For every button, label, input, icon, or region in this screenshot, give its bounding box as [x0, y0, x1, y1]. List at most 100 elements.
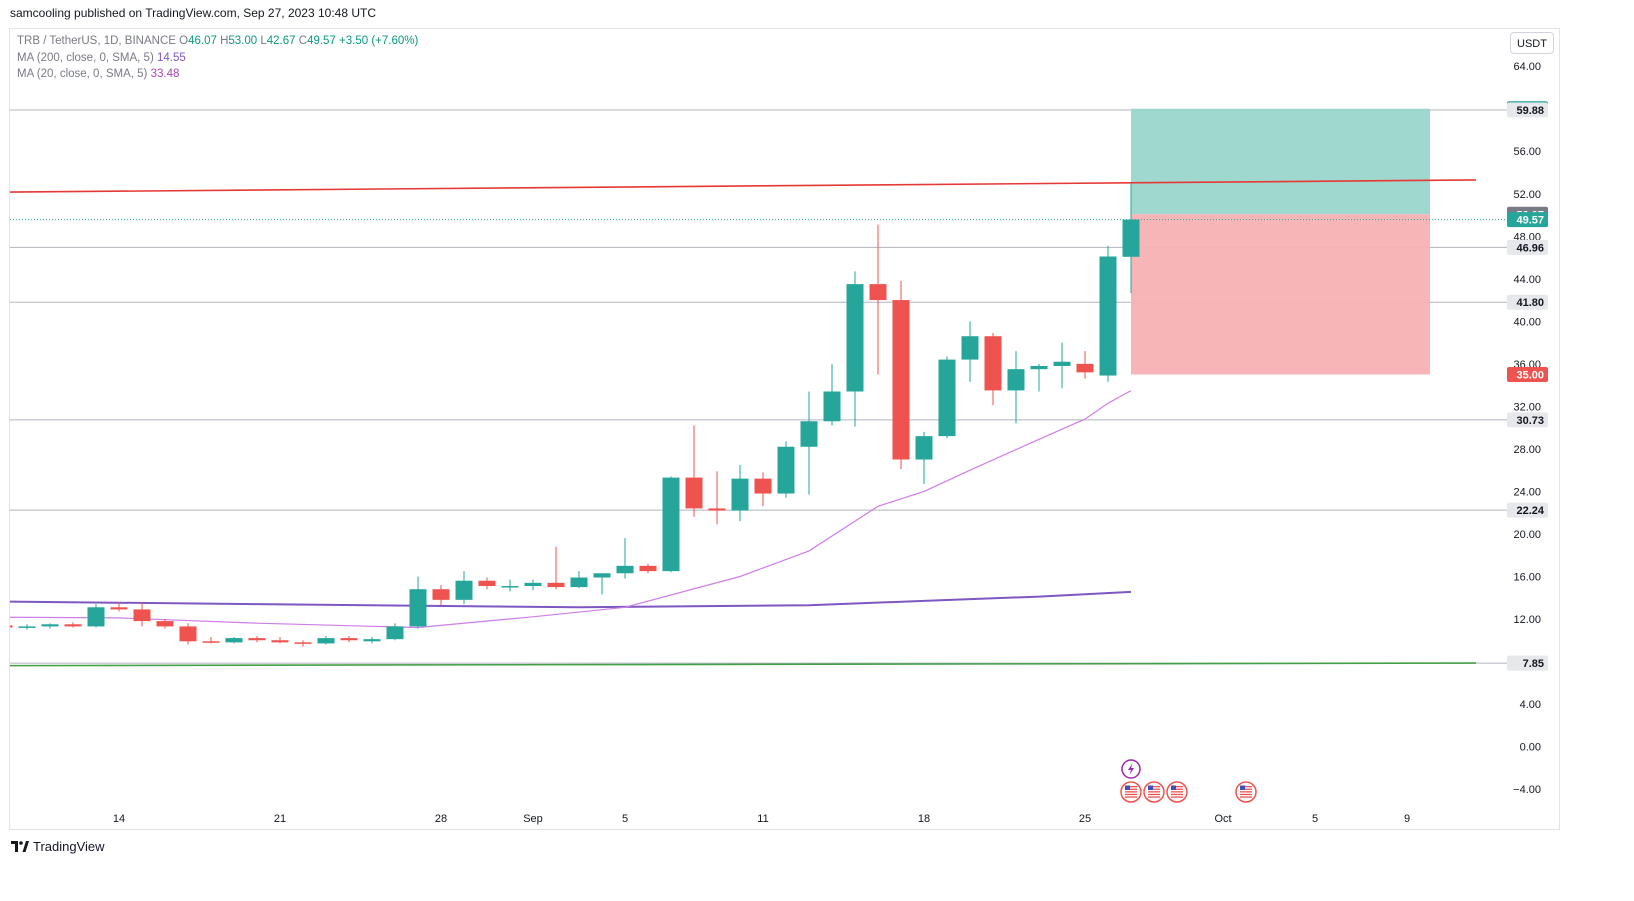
candle [777, 441, 795, 498]
candle-body [846, 284, 864, 392]
candle-body [409, 589, 427, 627]
us-flag-icon-stripe [1125, 788, 1137, 790]
candle [41, 623, 59, 629]
legend-open-value: 46.07 [188, 35, 217, 47]
resistance-trendline [10, 179, 1477, 193]
candle [110, 601, 128, 612]
us-flag-icon-stripe [1148, 788, 1160, 790]
us-flag-icon-stripe [1148, 791, 1160, 793]
candle-body [570, 577, 588, 588]
candle [386, 623, 404, 641]
support-trendline [10, 662, 1477, 667]
legend-symbol[interactable]: TRB / TetherUS, 1D, BINANCE [17, 35, 176, 47]
price-badge-text: 22.24 [1516, 505, 1544, 517]
candle [294, 640, 312, 647]
currency-button[interactable]: USDT [1510, 32, 1554, 54]
price-badge-level: 22.24 [1507, 502, 1548, 518]
candle [685, 425, 703, 517]
us-flag-icon-stripe [1171, 793, 1183, 796]
ma20-line [10, 390, 1132, 629]
us-flag-icon-stripe [1148, 786, 1160, 788]
us-flag-icon-stripe [1240, 788, 1252, 790]
candle [248, 635, 266, 643]
price-chart[interactable]: 64.0060.0056.0052.0048.0044.0040.0036.00… [10, 29, 1561, 831]
candle [64, 622, 82, 628]
candle-body [593, 573, 611, 578]
candle-body [340, 638, 358, 641]
candle-body [777, 446, 795, 494]
tradingview-brand[interactable]: TradingView [11, 839, 105, 854]
candle-body [202, 641, 220, 643]
y-tick-label: 4.00 [1520, 699, 1541, 711]
candle-body [386, 626, 404, 640]
candle-body [961, 336, 979, 360]
x-tick-label: 5 [1312, 813, 1318, 825]
candle [892, 280, 910, 470]
us-flag-icon-canton [1125, 785, 1130, 790]
candle [961, 321, 979, 382]
y-tick-label: 16.00 [1513, 571, 1541, 583]
legend-ma20-label: MA (20, close, 0, SMA, 5) [17, 68, 148, 80]
lightning-icon[interactable] [1121, 759, 1141, 779]
target-zone [1131, 108, 1430, 215]
candle-body [547, 582, 565, 588]
candle-body [616, 565, 634, 574]
legend-open-label: O [179, 35, 189, 47]
y-tick-label: 44.00 [1513, 274, 1541, 286]
price-badge-level: 41.80 [1507, 294, 1548, 310]
price-badge-bg [1507, 502, 1548, 518]
legend-ma200-row[interactable]: MA (200, close, 0, SMA, 5) 14.55 [17, 50, 418, 67]
candle [87, 604, 105, 628]
y-tick-label: 32.00 [1513, 401, 1541, 413]
legend-ma20-row[interactable]: MA (20, close, 0, SMA, 5) 33.48 [17, 66, 418, 83]
us-flag-icon[interactable] [1120, 781, 1142, 803]
candle-body [731, 478, 749, 511]
candle [1007, 351, 1025, 424]
candle [18, 624, 36, 630]
candle [823, 363, 841, 426]
candle-body [156, 621, 174, 627]
chart-frame[interactable]: 64.0060.0056.0052.0048.0044.0040.0036.00… [9, 28, 1560, 830]
price-badge-level: 7.85 [1507, 655, 1548, 671]
candle [800, 391, 818, 495]
us-flag-icon[interactable] [1235, 781, 1257, 803]
legend-ma20-value: 33.48 [150, 68, 180, 80]
candle [616, 538, 634, 579]
candle [455, 571, 473, 605]
candle-body [248, 638, 266, 641]
us-flag-icon-stripe [1148, 796, 1160, 798]
price-badge-text: 41.80 [1516, 297, 1544, 309]
price-badge-bg [1507, 102, 1548, 118]
candle-body [639, 565, 657, 572]
candle-body [754, 478, 772, 494]
price-badge-level: 30.73 [1507, 412, 1548, 428]
x-tick-label: Oct [1214, 813, 1231, 825]
candle-body [662, 477, 680, 572]
candle [1099, 245, 1117, 382]
x-tick-label: 25 [1079, 813, 1091, 825]
candle-body [1007, 369, 1025, 391]
us-flag-icon-stripe [1171, 788, 1183, 790]
candle [984, 333, 1002, 406]
us-flag-icon[interactable] [1143, 781, 1165, 803]
candle [317, 635, 335, 645]
x-tick-label: 9 [1404, 813, 1410, 825]
candle [432, 584, 450, 606]
candle-body [41, 624, 59, 627]
us-flag-icon[interactable] [1166, 781, 1188, 803]
candle [524, 579, 542, 591]
y-tick-label: −4.00 [1513, 784, 1541, 796]
candle [547, 546, 565, 590]
candle [156, 618, 174, 629]
candle-body [892, 300, 910, 460]
candle [478, 577, 496, 590]
legend-high-value: 53.00 [228, 35, 258, 47]
candle-body [10, 625, 13, 628]
candle-body [478, 580, 496, 587]
y-tick-label: 0.00 [1520, 742, 1541, 754]
candle [915, 431, 933, 484]
candle [363, 637, 381, 644]
price-badge-last: 49.57 [1507, 212, 1548, 228]
candle-body [984, 336, 1002, 391]
candle-body [455, 580, 473, 600]
